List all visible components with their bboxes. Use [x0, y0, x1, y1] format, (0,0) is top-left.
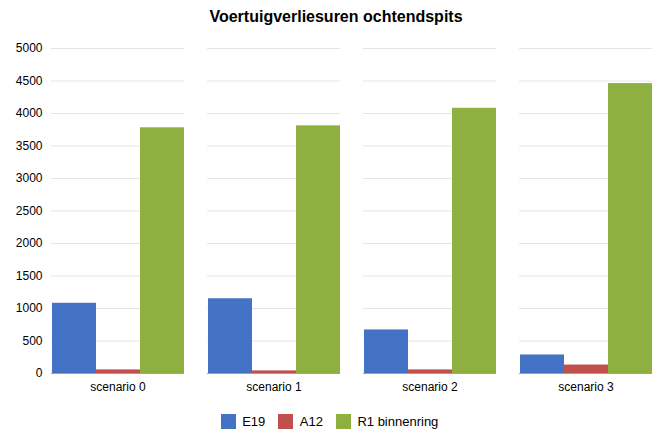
svg-text:4000: 4000	[16, 106, 43, 120]
svg-text:5000: 5000	[16, 41, 43, 55]
svg-text:1500: 1500	[16, 269, 43, 283]
svg-text:scenario 1: scenario 1	[246, 380, 302, 394]
svg-text:scenario 3: scenario 3	[558, 380, 614, 394]
svg-text:0: 0	[36, 366, 43, 380]
svg-text:3500: 3500	[16, 139, 43, 153]
svg-text:2000: 2000	[16, 236, 43, 250]
svg-text:scenario 2: scenario 2	[402, 380, 458, 394]
svg-text:2500: 2500	[16, 204, 43, 218]
html-text:Voertuigverliesuren ochtendspi: Voertuigverliesuren ochtendspits	[209, 8, 463, 25]
svg-text:3000: 3000	[16, 171, 43, 185]
svg-text:scenario 0: scenario 0	[90, 380, 146, 394]
html-text:E19: E19	[242, 414, 266, 429]
html-text:R1 binnenring: R1 binnenring	[357, 414, 439, 429]
svg-text:4500: 4500	[16, 74, 43, 88]
html-text:A12: A12	[299, 414, 323, 429]
svg-text:500: 500	[22, 334, 42, 348]
svg-text:1000: 1000	[16, 301, 43, 315]
